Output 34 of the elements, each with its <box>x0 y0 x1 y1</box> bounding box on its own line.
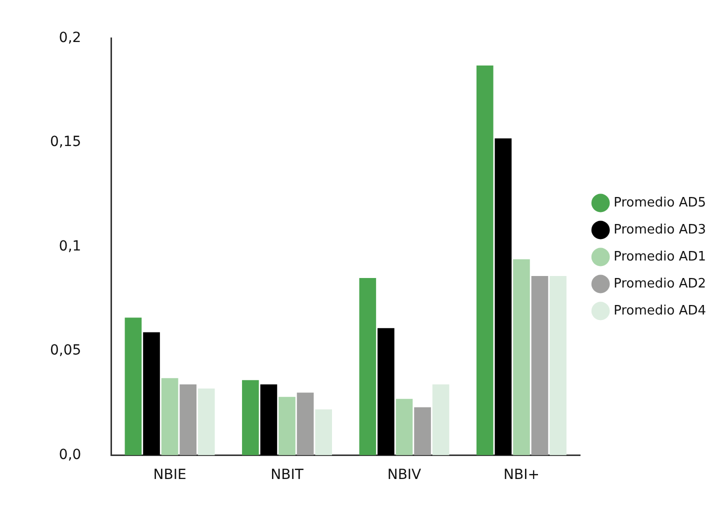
bar <box>494 138 512 456</box>
y-tick-label: 0,05 <box>50 342 82 359</box>
bar <box>278 396 296 456</box>
x-tick-label: NBIT <box>270 467 304 484</box>
bar <box>242 380 259 456</box>
y-tick-label: 0,0 <box>58 446 82 463</box>
legend-label: Promedio AD1 <box>614 249 706 264</box>
bar <box>359 278 376 456</box>
legend-label: Promedio AD4 <box>614 303 706 318</box>
bar <box>124 318 142 456</box>
legend-label: Promedio AD2 <box>614 276 706 292</box>
bar <box>531 276 548 456</box>
bar <box>296 392 314 456</box>
x-tick-label: NBIV <box>387 467 422 484</box>
bar <box>396 398 413 456</box>
bar <box>550 276 566 456</box>
bar <box>143 332 160 456</box>
y-tick-label: 0,15 <box>50 134 82 150</box>
bar <box>414 407 431 456</box>
bar <box>198 388 215 456</box>
x-tick-label: NBI+ <box>504 467 540 484</box>
bar <box>315 409 332 456</box>
y-tick-label: 0,2 <box>58 30 82 46</box>
bar <box>378 328 394 456</box>
bar <box>161 378 178 456</box>
bar <box>260 384 278 456</box>
bar <box>476 65 494 456</box>
bar <box>432 384 450 456</box>
y-tick-label: 0,1 <box>58 238 82 254</box>
legend-label: Promedio AD5 <box>614 195 706 210</box>
x-tick-label: NBIE <box>153 467 186 484</box>
legend-label: Promedio AD3 <box>614 222 706 238</box>
bar <box>180 384 196 456</box>
bar <box>513 259 530 456</box>
